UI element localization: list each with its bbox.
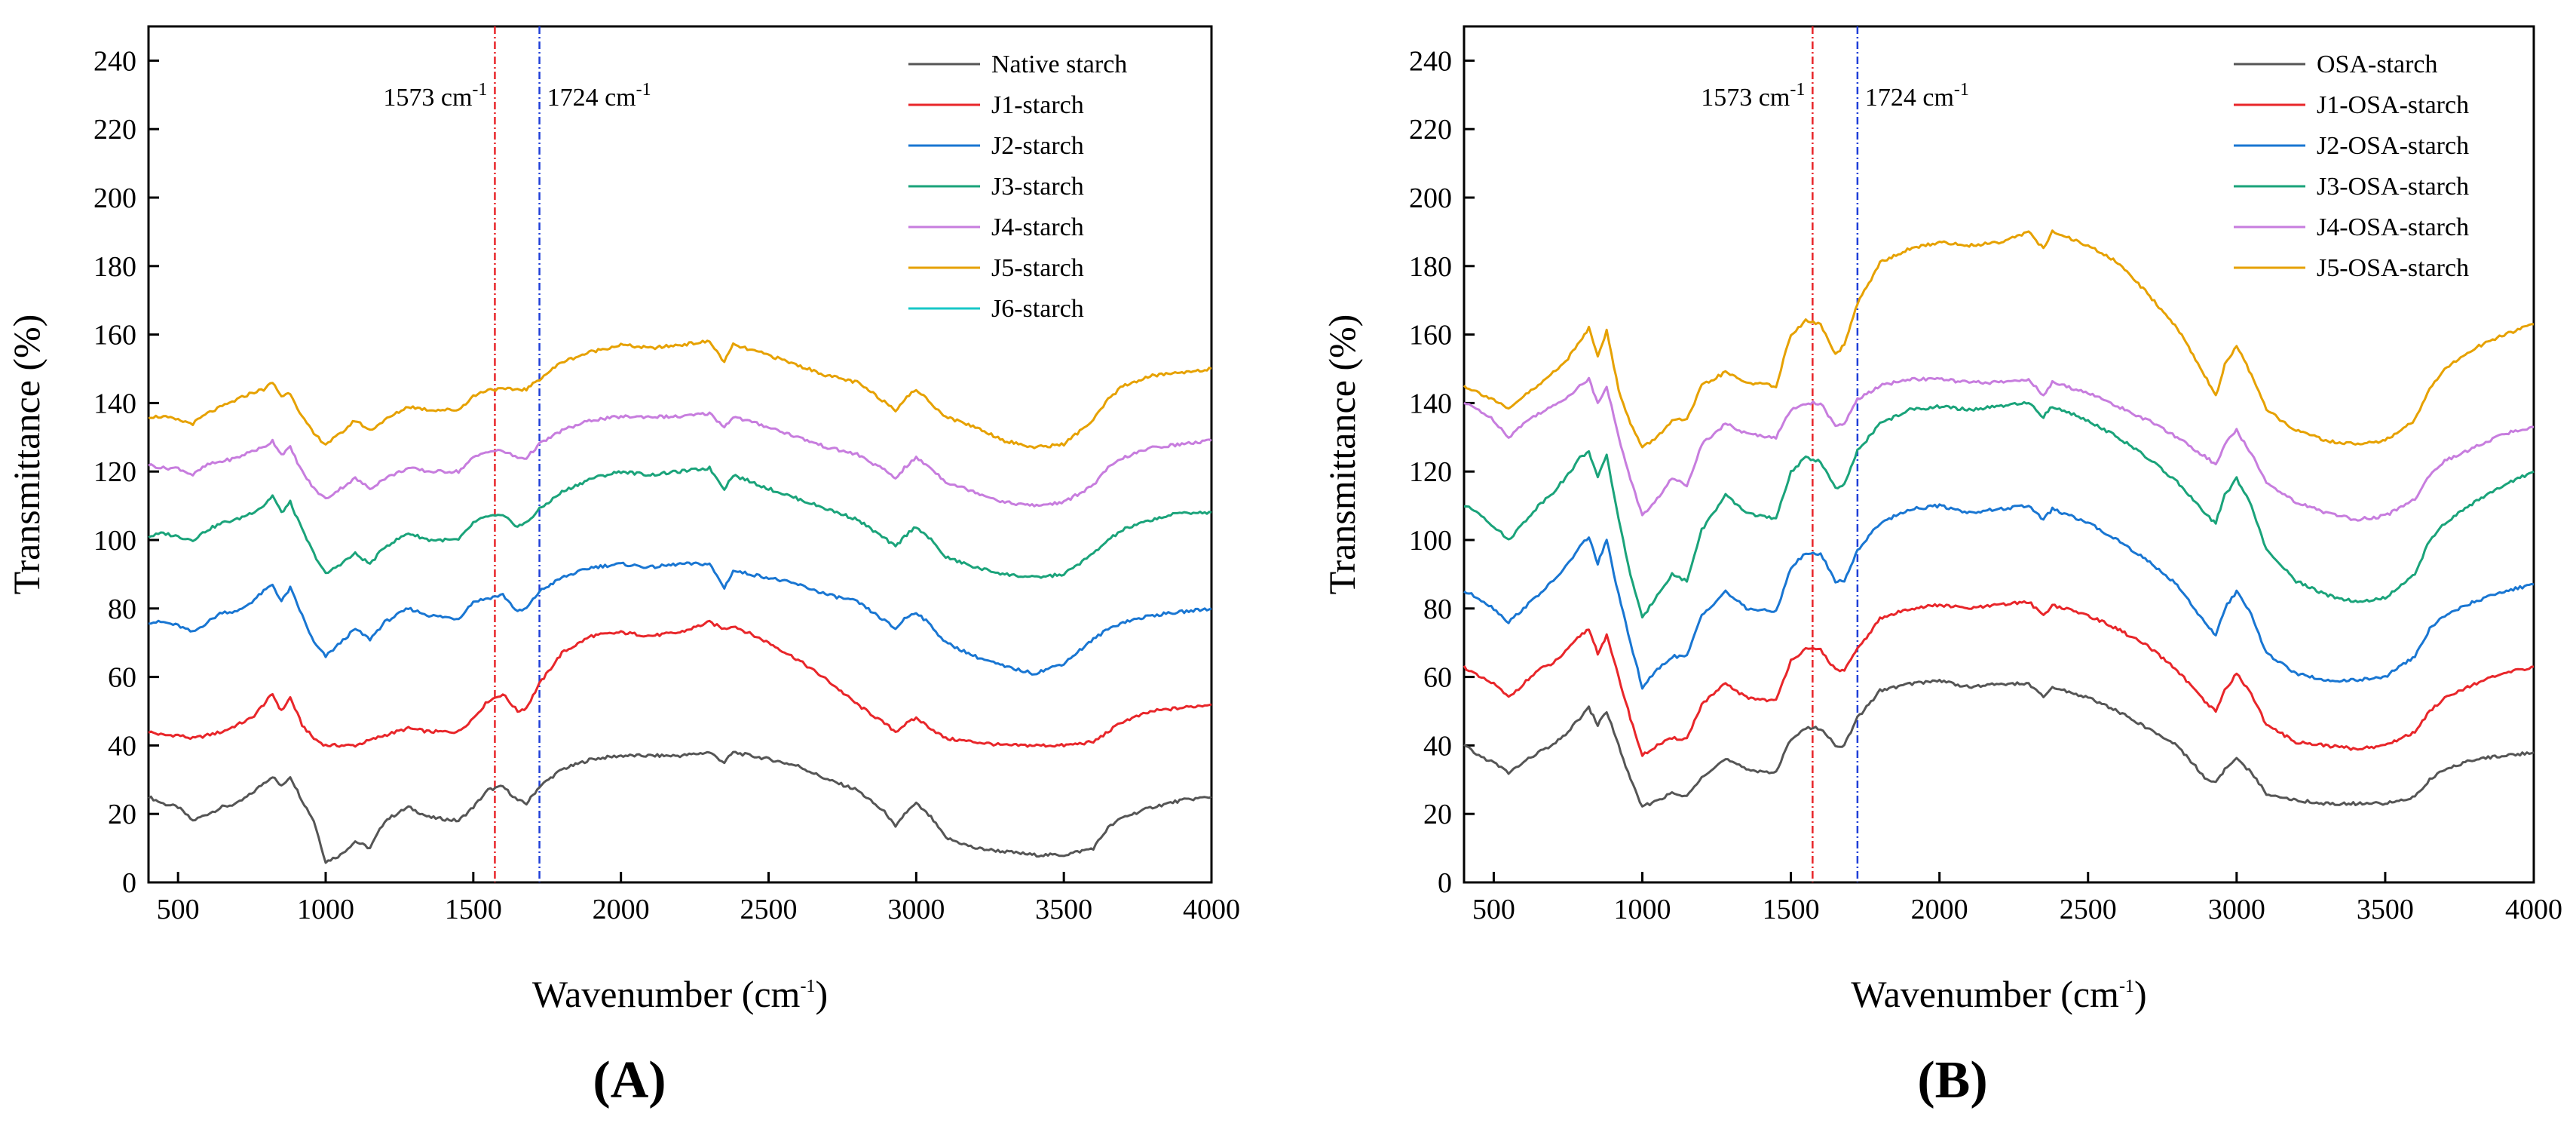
panel-a-series-j4-starch bbox=[148, 411, 1212, 508]
panel-b-x-tick-label: 3500 bbox=[2357, 894, 2414, 925]
panel-a-legend-label: Native starch bbox=[991, 51, 1127, 78]
panel-b-legend-label: OSA-starch bbox=[2317, 51, 2438, 78]
panel-a-legend-label: J2-starch bbox=[991, 132, 1084, 160]
panel-a-x-tick-label: 4000 bbox=[1183, 894, 1240, 925]
panel-b-series-j3-osa-starch bbox=[1464, 400, 2535, 619]
panel-b-series-j5-osa-starch bbox=[1463, 229, 2535, 449]
panel-a-legend-label: J5-starch bbox=[991, 254, 1084, 282]
panel-a-annotation-label: 1724 cm-1 bbox=[547, 80, 651, 112]
panel-b-y-tick-label: 240 bbox=[1409, 45, 1452, 77]
panel-a-plot-frame bbox=[147, 25, 1213, 884]
panel-a-y-tick-label: 160 bbox=[93, 320, 136, 351]
panel-a-y-tick-label: 120 bbox=[93, 456, 136, 488]
panel-b-annotation-label: 1573 cm-1 bbox=[1701, 80, 1805, 112]
panel-b-annotation-label: 1724 cm-1 bbox=[1865, 80, 1969, 112]
panel-a-y-tick-label: 220 bbox=[93, 114, 136, 146]
panel-a-x-axis-title: Wavenumber (cm-1) bbox=[532, 973, 828, 1015]
panel-a-x-tick-label: 1500 bbox=[445, 894, 502, 925]
panel-a-series-j2-starch bbox=[148, 561, 1212, 676]
panel-a-x-tick-label: 3000 bbox=[887, 894, 945, 925]
panel-b-legend-label: J3-OSA-starch bbox=[2317, 173, 2469, 201]
panel-a-y-tick-label: 180 bbox=[93, 251, 136, 283]
panel-b-y-tick-label: 100 bbox=[1409, 525, 1452, 557]
panel-a-y-tick-label: 0 bbox=[122, 867, 136, 899]
panel-b-y-tick-label: 200 bbox=[1409, 183, 1452, 214]
panel-b-x-tick-label: 4000 bbox=[2505, 894, 2562, 925]
panel-a-y-tick-label: 200 bbox=[93, 183, 136, 214]
panel-b-legend-label: J2-OSA-starch bbox=[2317, 132, 2469, 160]
panel-b-x-tick-label: 1500 bbox=[1763, 894, 1820, 925]
panel-a-y-tick-label: 140 bbox=[93, 388, 136, 419]
panel-b-y-tick-label: 140 bbox=[1409, 388, 1452, 419]
panel-b-y-tick-label: 60 bbox=[1423, 662, 1452, 694]
panel-b-y-tick-label: 160 bbox=[1409, 320, 1452, 351]
panel-a-legend-label: J4-starch bbox=[991, 213, 1084, 241]
panel-b-x-tick-label: 2500 bbox=[2060, 894, 2117, 925]
panel-b-y-axis-title: Transmittance (%) bbox=[1321, 314, 1363, 595]
panel-a-annotation-label: 1573 cm-1 bbox=[383, 80, 487, 112]
panel-a-y-tick-label: 100 bbox=[93, 525, 136, 557]
panel-b-x-axis-title: Wavenumber (cm-1) bbox=[1851, 973, 2146, 1015]
panel-b-y-tick-label: 0 bbox=[1438, 867, 1452, 899]
panel-a-y-axis-title: Transmittance (%) bbox=[5, 314, 47, 595]
panel-b-legend-label: J5-OSA-starch bbox=[2317, 254, 2469, 282]
panel-a-x-tick-label: 2500 bbox=[740, 894, 798, 925]
panel-label-b: (B) bbox=[1917, 1051, 1987, 1109]
panel-a-y-tick-label: 20 bbox=[108, 799, 136, 830]
panel-b-y-tick-label: 40 bbox=[1423, 730, 1452, 762]
panel-b-legend-label: J1-OSA-starch bbox=[2317, 91, 2469, 119]
panel-a-x-tick-label: 500 bbox=[157, 894, 200, 925]
panel-a-y-tick-label: 240 bbox=[93, 45, 136, 77]
panel-b-series-j2-osa-starch bbox=[1463, 503, 2535, 690]
panel-a-series-j3-starch bbox=[148, 465, 1212, 579]
panel-b-x-tick-label: 3000 bbox=[2208, 894, 2265, 925]
panel-a-legend-label: J6-starch bbox=[991, 295, 1084, 323]
panel-b-x-tick-label: 500 bbox=[1472, 894, 1515, 925]
panel-a-y-tick-label: 60 bbox=[108, 662, 136, 694]
panel-label-a: (A) bbox=[593, 1051, 666, 1109]
panel-b-y-tick-label: 180 bbox=[1409, 251, 1452, 283]
panel-a-y-tick-label: 80 bbox=[108, 594, 136, 625]
panel-a-legend-label: J1-starch bbox=[991, 91, 1084, 119]
panel-a-legend-label: J3-starch bbox=[991, 173, 1084, 201]
panel-b-x-tick-label: 1000 bbox=[1614, 894, 1671, 925]
panel-b-plot-frame bbox=[1463, 25, 2535, 884]
panel-b-series-osa-starch bbox=[1463, 678, 2535, 808]
chart-panel-a: 500 1000 1500 2000 2500 3000 3500 4000 0 20 40 60 80… bbox=[5, 25, 1240, 1015]
panel-a-series-j1-starch bbox=[148, 619, 1212, 748]
panel-b-y-tick-label: 80 bbox=[1423, 594, 1452, 625]
panel-a-x-tick-label: 1000 bbox=[297, 894, 354, 925]
panel-a-x-tick-label: 2000 bbox=[593, 894, 650, 925]
chart-panel-b: 500 1000 1500 2000 2500 3000 3500 4000 0 20 40 60 80… bbox=[1321, 25, 2562, 1015]
panel-b-y-tick-label: 20 bbox=[1423, 799, 1452, 830]
panel-a-series-native-starch bbox=[148, 750, 1212, 864]
panel-b-series-j4-osa-starch bbox=[1463, 376, 2535, 522]
panel-b-legend-label: J4-OSA-starch bbox=[2317, 213, 2469, 241]
panel-b-series-j1-osa-starch bbox=[1463, 600, 2535, 757]
panel-a-series-j5-starch bbox=[148, 339, 1212, 449]
panel-b-x-tick-label: 2000 bbox=[1911, 894, 1968, 925]
panel-a-x-tick-label: 3500 bbox=[1035, 894, 1092, 925]
panel-a-y-tick-label: 40 bbox=[108, 730, 136, 762]
panel-b-y-tick-label: 120 bbox=[1409, 456, 1452, 488]
panel-b-y-tick-label: 220 bbox=[1409, 114, 1452, 146]
